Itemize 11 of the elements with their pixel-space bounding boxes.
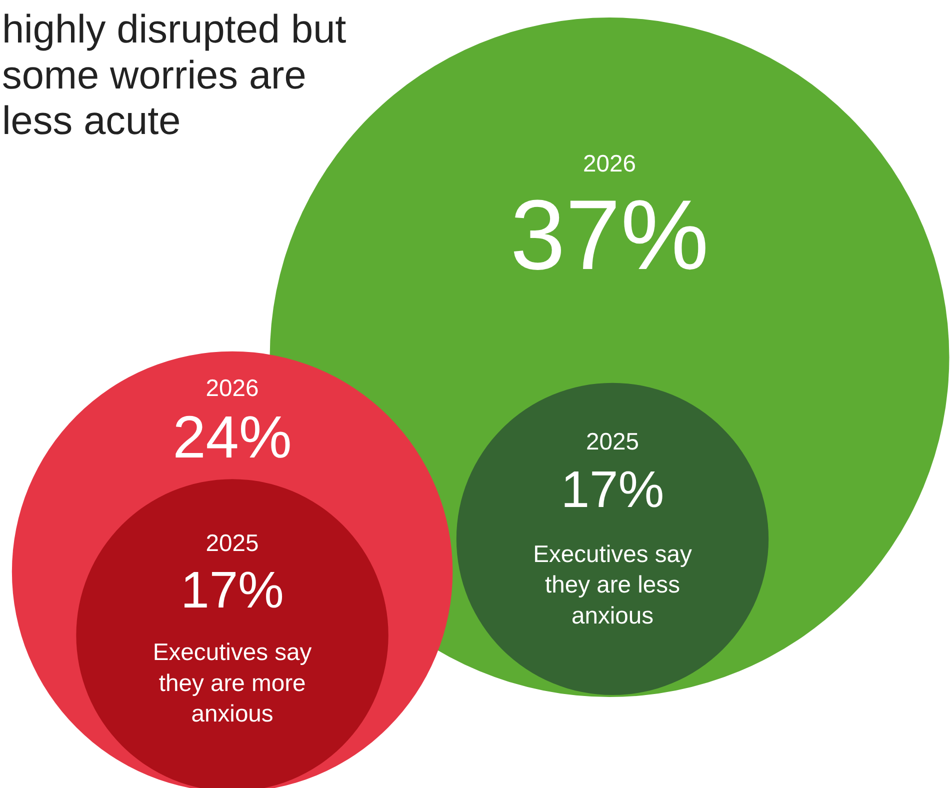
data-label: 24% bbox=[172, 404, 292, 471]
data-label: 17% bbox=[180, 560, 284, 618]
category-label: 2025 bbox=[206, 530, 259, 557]
category-label: 2026 bbox=[583, 150, 636, 178]
category-label: 2025 bbox=[586, 428, 639, 456]
data-label: 37% bbox=[510, 180, 709, 291]
text: highly disrupted but some worries are less acute bbox=[2, 8, 346, 143]
category-label: 2026 bbox=[206, 375, 259, 402]
text: Executives say they are less anxious bbox=[533, 540, 692, 630]
text: Executives say they are more anxious bbox=[152, 639, 312, 728]
data-label: 17% bbox=[560, 460, 664, 518]
